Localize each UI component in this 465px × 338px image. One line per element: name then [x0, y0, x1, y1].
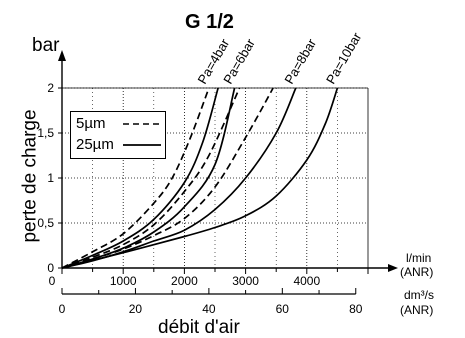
y-tick-label: 1 [47, 171, 54, 185]
legend-entry-25um: 25µm [76, 136, 114, 153]
series-line-pa-10bar25um [61, 87, 339, 269]
y-tick-label: 1,5 [37, 126, 54, 140]
series-line-pa-8bar5um [61, 87, 274, 269]
x2-tick-label: 40 [202, 302, 216, 316]
x2-tick-label: 20 [129, 302, 143, 316]
series-line-pa-4bar5um [61, 87, 210, 269]
x-unit-top-2: (ANR) [400, 265, 434, 279]
y-axis-title: perte de charge [19, 109, 41, 243]
y-tick-label: 0 [47, 261, 54, 275]
y-tick-label: 2 [47, 81, 54, 95]
legend-swatch-dashed [123, 123, 161, 125]
x2-tick-label: 0 [59, 302, 66, 316]
y-axis-unit: bar [32, 35, 60, 56]
x-tick-label: 3000 [232, 274, 259, 288]
x-tick-label: 2000 [171, 274, 198, 288]
x-tick-label: 1000 [110, 274, 137, 288]
x-tick-label: 0 [49, 274, 56, 288]
pressure-label: Pa=8bar [281, 36, 319, 87]
x-axis-title: débit d'air [158, 317, 240, 338]
series-line-pa-4bar25um [61, 87, 219, 269]
pressure-label: Pa=10bar [323, 29, 365, 86]
legend-swatch-solid [123, 144, 161, 146]
x2-tick-label: 60 [276, 302, 290, 316]
x-unit-top-1: l/min [406, 251, 432, 265]
legend-box: 5µm 25µm [70, 111, 166, 159]
x-axis-arrow [388, 264, 398, 272]
x-tick-label: 4000 [293, 274, 320, 288]
series-line-pa-6bar25um [61, 87, 236, 269]
chart-title: G 1/2 [185, 11, 234, 33]
legend-entry-5um: 5µm [76, 115, 106, 132]
y-axis-arrow [58, 50, 66, 61]
series-line-pa-6bar5um [61, 87, 241, 269]
x-unit-bottom-2: (ANR) [400, 303, 434, 317]
x-unit-bottom-1: dm³/s [404, 288, 434, 302]
x2-tick-label: 80 [349, 302, 363, 316]
y-tick-label: 0,5 [37, 216, 54, 230]
